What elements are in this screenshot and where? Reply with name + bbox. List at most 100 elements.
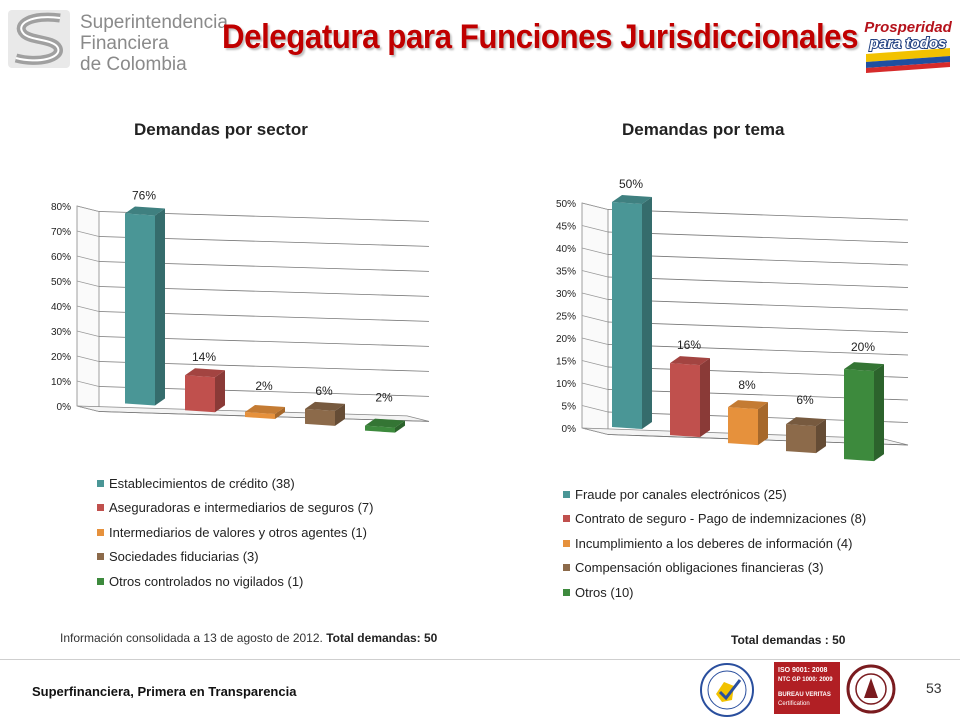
bar-front xyxy=(185,375,215,413)
bar-front xyxy=(612,202,642,430)
bar-front xyxy=(844,369,874,462)
chart-title-sector: Demandas por sector xyxy=(134,120,308,139)
bar-front xyxy=(365,425,395,433)
legend-label: Contrato de seguro - Pago de indemnizaci… xyxy=(575,511,867,527)
legend-label: Compensación obligaciones financieras (3… xyxy=(575,560,824,576)
legend-swatch xyxy=(97,577,104,585)
legend-swatch xyxy=(563,490,570,498)
y-tick-label: 20% xyxy=(51,352,71,363)
legend-label: Incumplimiento a los deberes de informac… xyxy=(575,535,853,551)
quality-seal-icon xyxy=(700,663,754,717)
y-tick-label: 10% xyxy=(556,379,576,390)
legend-item: Intermediarios de valores y otros agente… xyxy=(97,520,373,545)
y-tick-label: 40% xyxy=(556,244,576,255)
y-tick-label: 80% xyxy=(51,202,71,213)
y-tick-label: 30% xyxy=(51,327,71,338)
gridline-side xyxy=(581,292,609,300)
legend-item: Compensación obligaciones financieras (3… xyxy=(563,556,866,581)
bar-side xyxy=(758,402,768,446)
footer-divider xyxy=(0,659,960,660)
gridline-side xyxy=(76,330,100,337)
y-tick-label: 0% xyxy=(57,402,72,413)
sector-legend: Establecimientos de crédito (38) Asegurad… xyxy=(97,471,373,594)
bar-side xyxy=(700,358,710,438)
gridline-side xyxy=(581,382,609,390)
gridline-side xyxy=(76,380,100,387)
footer-tagline: Superfinanciera, Primera en Transparenci… xyxy=(32,684,297,699)
header: Superintendencia Financiera de Colombia … xyxy=(0,0,960,80)
legend-item: Contrato de seguro - Pago de indemnizaci… xyxy=(563,507,866,532)
prosperidad-para-todos-logo: Prosperidad para todos xyxy=(864,19,953,73)
gridline xyxy=(607,299,909,311)
y-tick-label: 10% xyxy=(51,377,71,388)
bar-top xyxy=(670,356,710,366)
gridline-side xyxy=(581,427,609,435)
chart-title-tema: Demandas por tema xyxy=(622,120,785,139)
legend-swatch xyxy=(97,479,104,487)
iso-line-2: NTC GP 1000: 2009 xyxy=(778,677,833,683)
gridline xyxy=(607,276,909,288)
legend-item: Otros (10) xyxy=(563,580,866,605)
iso-line-1: ISO 9001: 2008 xyxy=(778,667,828,674)
legend-item: Aseguradoras e intermediarios de seguros… xyxy=(97,496,373,521)
bar-top xyxy=(125,206,165,216)
legend-label: Fraude por canales electrónicos (25) xyxy=(575,486,787,502)
gridline-side xyxy=(76,405,100,412)
bar-front xyxy=(245,412,275,420)
data-label: 76% xyxy=(132,188,156,202)
gridline xyxy=(607,344,909,356)
bar-side xyxy=(335,403,345,426)
legend-label: Sociedades fiduciarias (3) xyxy=(109,549,259,565)
info-note: Información consolidada a 13 de agosto d… xyxy=(60,631,437,645)
bar-side xyxy=(874,364,884,462)
data-label: 2% xyxy=(255,379,273,393)
y-tick-label: 15% xyxy=(556,357,576,368)
gridline xyxy=(607,254,909,266)
y-tick-label: 50% xyxy=(556,199,576,210)
brand-line-1: Prosperidad xyxy=(864,19,952,36)
bureau-veritas-icon xyxy=(846,664,896,714)
gridline xyxy=(607,231,909,243)
bar-front xyxy=(305,408,335,426)
gridline-side xyxy=(581,315,609,323)
legend-swatch xyxy=(563,515,570,523)
bar-top xyxy=(786,417,826,427)
legend-swatch xyxy=(97,504,104,512)
legend-label: Establecimientos de crédito (38) xyxy=(109,475,295,491)
data-label: 6% xyxy=(315,384,333,398)
page-title: Delegatura para Funciones Jurisdiccional… xyxy=(222,18,859,56)
gridline-side xyxy=(76,205,100,212)
logo-text: Superintendencia Financiera de Colombia xyxy=(80,12,228,75)
bar-side xyxy=(155,208,165,406)
y-tick-label: 45% xyxy=(556,222,576,233)
bar-front xyxy=(670,363,700,438)
legend-swatch xyxy=(563,588,570,596)
legend-label: Intermediarios de valores y otros agente… xyxy=(109,524,367,540)
bar-top xyxy=(245,405,285,415)
y-tick-label: 20% xyxy=(556,334,576,345)
legend-item: Establecimientos de crédito (38) xyxy=(97,471,373,496)
gridline-side xyxy=(76,280,100,287)
legend-item: Otros controlados no vigilados (1) xyxy=(97,569,373,594)
gridline-side xyxy=(581,225,609,233)
info-text: Información consolidada a 13 de agosto d… xyxy=(60,631,327,645)
brand-line-2: para todos xyxy=(869,35,947,52)
bar-top xyxy=(365,418,405,428)
data-label: 50% xyxy=(619,177,643,191)
legend-label: Otros (10) xyxy=(575,584,634,600)
y-tick-label: 25% xyxy=(556,312,576,323)
bar-top xyxy=(185,368,225,378)
logo-line-1: Superintendencia xyxy=(80,12,228,33)
data-label: 6% xyxy=(796,393,814,407)
gridline-side xyxy=(76,355,100,362)
gridline-side xyxy=(76,305,100,312)
y-tick-label: 60% xyxy=(51,252,71,263)
gridline-side xyxy=(581,202,609,210)
gridline-side xyxy=(76,230,100,237)
legend-swatch xyxy=(563,539,570,547)
data-label: 8% xyxy=(738,378,756,392)
bar-top xyxy=(305,401,345,411)
y-tick-label: 50% xyxy=(51,277,71,288)
sector-bar-chart: 0% 10% 20% 30% 40% 50% 60% 70% 80% 76% 14% 2% 6% 2% xyxy=(51,188,430,433)
sfc-logo-icon xyxy=(8,10,70,68)
